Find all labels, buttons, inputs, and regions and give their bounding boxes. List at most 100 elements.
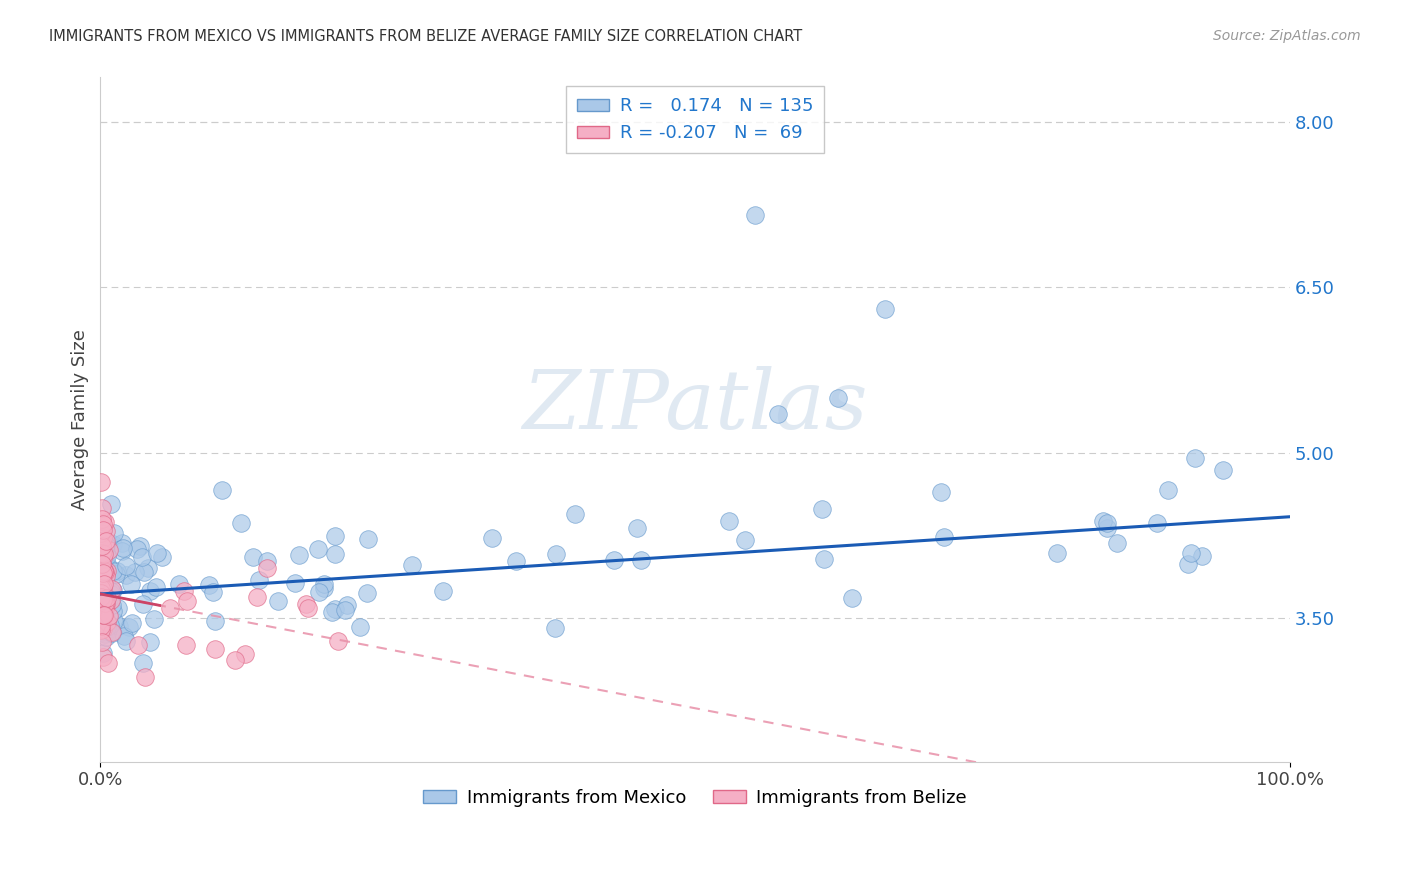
Point — [94, 593, 117, 607]
Point — [145, 580, 167, 594]
Point — [94, 524, 117, 538]
Point — [564, 508, 586, 522]
Point — [312, 577, 335, 591]
Point — [103, 614, 125, 628]
Point — [132, 597, 155, 611]
Point — [90, 635, 112, 649]
Point — [125, 541, 148, 556]
Text: IMMIGRANTS FROM MEXICO VS IMMIGRANTS FROM BELIZE AVERAGE FAMILY SIZE CORRELATION: IMMIGRANTS FROM MEXICO VS IMMIGRANTS FRO… — [49, 29, 803, 44]
Point — [91, 601, 114, 615]
Point — [229, 516, 252, 530]
Point — [267, 593, 290, 607]
Point — [90, 599, 112, 614]
Point — [98, 542, 121, 557]
Point — [90, 525, 112, 540]
Point — [91, 592, 114, 607]
Point — [1191, 549, 1213, 564]
Point — [100, 598, 122, 612]
Point — [112, 541, 135, 555]
Point — [91, 607, 114, 621]
Point — [1156, 483, 1178, 497]
Point — [630, 553, 652, 567]
Point — [134, 670, 156, 684]
Point — [287, 548, 309, 562]
Point — [98, 537, 121, 551]
Point — [1212, 463, 1234, 477]
Point — [100, 586, 122, 600]
Point — [101, 604, 124, 618]
Point — [295, 597, 318, 611]
Point — [103, 525, 125, 540]
Point — [111, 536, 134, 550]
Point — [94, 609, 117, 624]
Point — [103, 582, 125, 597]
Point — [284, 575, 307, 590]
Text: Source: ZipAtlas.com: Source: ZipAtlas.com — [1213, 29, 1361, 43]
Point — [734, 533, 756, 547]
Point — [96, 615, 118, 629]
Point — [91, 581, 114, 595]
Point — [297, 600, 319, 615]
Point — [159, 601, 181, 615]
Point — [98, 617, 121, 632]
Point — [96, 538, 118, 552]
Point — [90, 581, 112, 595]
Point — [91, 646, 114, 660]
Point — [91, 622, 114, 636]
Point — [90, 582, 112, 596]
Point — [432, 583, 454, 598]
Point — [90, 619, 112, 633]
Point — [204, 641, 226, 656]
Point — [96, 591, 118, 606]
Point — [91, 558, 114, 572]
Point — [336, 599, 359, 613]
Point — [98, 608, 121, 623]
Point — [744, 208, 766, 222]
Point — [94, 601, 117, 615]
Point — [101, 625, 124, 640]
Point — [1097, 521, 1119, 535]
Point — [97, 592, 120, 607]
Point — [93, 550, 115, 565]
Point — [1180, 546, 1202, 560]
Point — [94, 596, 117, 610]
Point — [100, 592, 122, 607]
Point — [173, 584, 195, 599]
Point — [1046, 546, 1069, 560]
Point — [717, 514, 740, 528]
Point — [356, 585, 378, 599]
Point — [94, 567, 117, 582]
Point — [90, 546, 112, 560]
Point — [481, 531, 503, 545]
Point — [401, 558, 423, 572]
Point — [103, 536, 125, 550]
Point — [256, 554, 278, 568]
Point — [91, 594, 114, 608]
Point — [357, 533, 380, 547]
Point — [124, 565, 146, 579]
Point — [91, 566, 114, 580]
Point — [198, 578, 221, 592]
Point — [91, 517, 114, 532]
Point — [105, 564, 128, 578]
Point — [325, 602, 347, 616]
Point — [167, 576, 190, 591]
Point — [139, 583, 162, 598]
Point — [91, 512, 114, 526]
Point — [150, 549, 173, 564]
Point — [142, 612, 165, 626]
Point — [90, 619, 112, 633]
Point — [626, 521, 648, 535]
Point — [94, 615, 117, 629]
Point — [100, 497, 122, 511]
Point — [138, 561, 160, 575]
Point — [90, 591, 112, 605]
Point — [91, 559, 114, 574]
Point — [211, 483, 233, 497]
Point — [93, 549, 115, 564]
Point — [90, 610, 112, 624]
Point — [235, 647, 257, 661]
Point — [312, 581, 335, 595]
Point — [94, 613, 117, 627]
Point — [93, 557, 115, 571]
